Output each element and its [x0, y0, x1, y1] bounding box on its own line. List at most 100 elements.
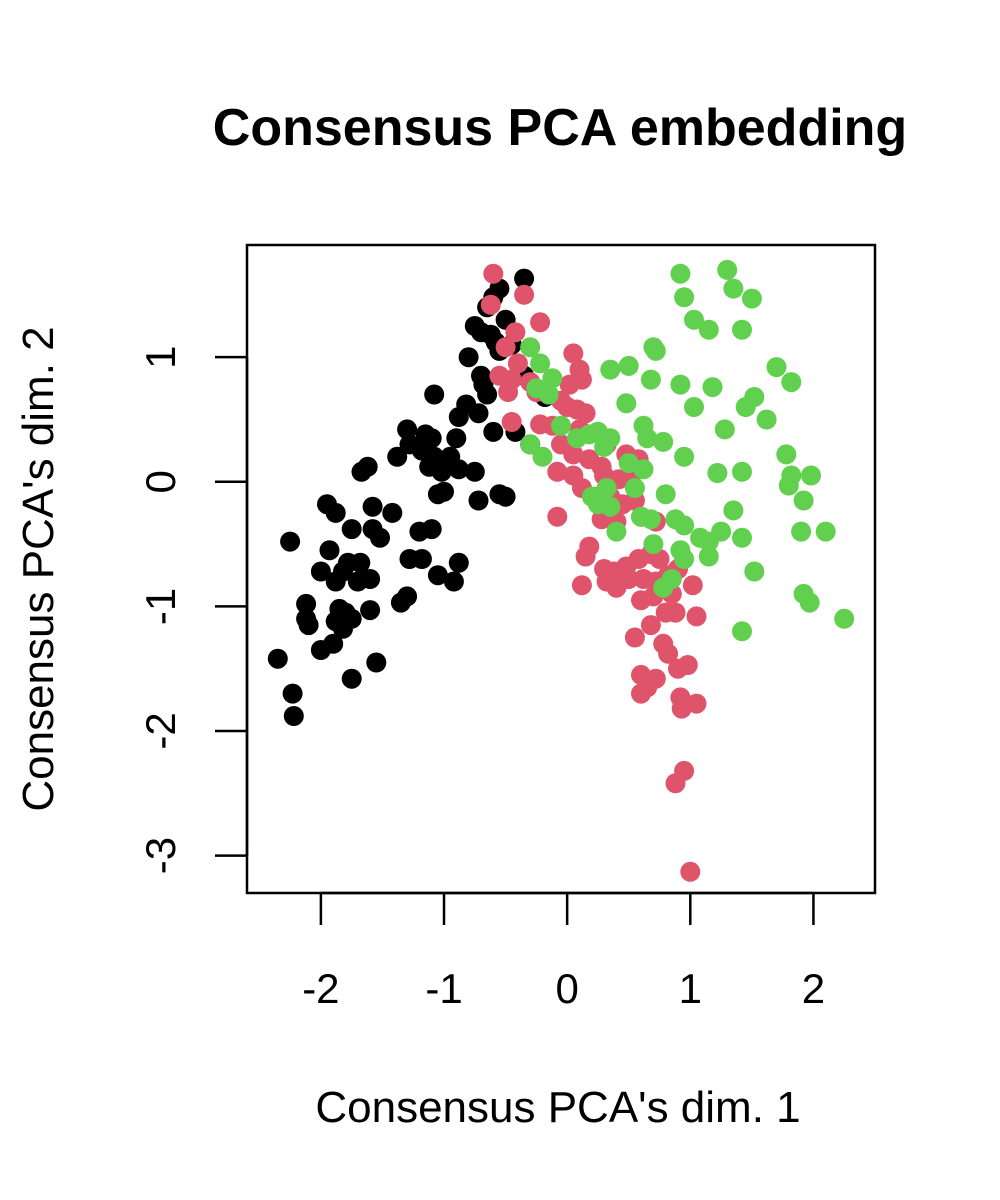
data-point: [674, 515, 695, 536]
data-point: [267, 648, 288, 669]
data-point: [427, 565, 448, 586]
data-point: [600, 496, 621, 517]
data-point: [520, 434, 541, 455]
data-point: [507, 353, 528, 374]
data-point: [714, 419, 735, 440]
data-point: [468, 490, 489, 511]
data-point: [791, 521, 812, 542]
data-point: [298, 615, 319, 636]
data-point: [655, 484, 676, 505]
y-tick-label: -1: [137, 588, 184, 625]
data-point: [431, 461, 452, 482]
data-point: [682, 575, 703, 596]
data-point: [501, 412, 522, 432]
data-point: [350, 552, 371, 573]
data-point: [680, 861, 701, 882]
data-point: [319, 540, 340, 561]
data-point: [723, 278, 744, 299]
data-point: [735, 397, 756, 417]
y-tick-label: -3: [137, 837, 184, 874]
data-point: [624, 627, 645, 648]
data-point: [834, 608, 855, 629]
data-point: [325, 571, 346, 592]
data-point: [732, 527, 752, 548]
data-point: [633, 459, 654, 480]
data-point: [547, 461, 568, 482]
x-tick-label: 2: [802, 965, 825, 1012]
y-tick-label: 0: [137, 470, 184, 493]
data-point: [594, 436, 615, 457]
data-point: [741, 288, 762, 309]
data-point: [702, 377, 723, 398]
data-point: [674, 549, 695, 569]
data-point: [575, 403, 596, 424]
data-point: [781, 372, 802, 393]
data-point: [498, 382, 519, 402]
data-point: [366, 652, 387, 673]
data-point: [563, 444, 584, 465]
data-point: [514, 268, 535, 289]
data-point: [483, 263, 504, 284]
data-point: [677, 655, 698, 675]
data-point: [325, 502, 346, 523]
data-point: [530, 312, 551, 333]
data-point: [653, 431, 674, 452]
data-point: [778, 475, 799, 496]
data-point: [606, 521, 627, 542]
data-point: [624, 478, 645, 498]
data-point: [801, 465, 821, 486]
data-point: [670, 263, 691, 284]
data-point: [698, 319, 719, 340]
data-point: [674, 287, 695, 308]
data-point: [448, 407, 469, 427]
data-point: [653, 577, 674, 598]
data-point: [443, 571, 464, 592]
data-point: [468, 403, 489, 424]
data-point: [424, 384, 445, 405]
x-tick-label: -2: [302, 965, 339, 1012]
data-point: [640, 509, 661, 530]
data-point: [409, 521, 430, 542]
data-point: [618, 355, 639, 376]
data-point: [520, 337, 541, 358]
data-point: [370, 527, 390, 548]
data-point: [427, 484, 448, 505]
data-point: [645, 340, 666, 361]
data-point: [756, 409, 777, 430]
data-point: [390, 592, 411, 613]
data-point: [280, 531, 301, 552]
data-point: [793, 490, 814, 511]
data-point: [665, 602, 686, 623]
x-axis-label: Consensus PCA's dim. 1: [315, 1083, 800, 1132]
y-tick-label: 1: [137, 346, 184, 369]
data-point: [640, 615, 661, 636]
data-point: [674, 446, 695, 467]
data-point: [600, 359, 621, 380]
data-point: [480, 294, 501, 315]
y-axis-label: Consensus PCA's dim. 2: [14, 326, 63, 811]
data-point: [411, 549, 432, 569]
data-point: [698, 531, 719, 552]
data-point: [684, 309, 704, 330]
data-point: [333, 618, 353, 639]
data-point: [723, 500, 744, 521]
data-point: [387, 446, 408, 467]
data-point: [283, 706, 304, 726]
data-point: [579, 424, 600, 445]
data-point: [448, 459, 469, 480]
chart-title: Consensus PCA embedding: [213, 99, 907, 157]
data-point: [559, 374, 580, 395]
data-point: [698, 546, 719, 567]
data-point: [776, 444, 797, 465]
y-axis: -3 -2 -1 0 1: [137, 346, 249, 874]
data-point: [382, 502, 403, 523]
data-point: [744, 561, 765, 582]
data-point: [766, 357, 787, 378]
data-point: [670, 374, 691, 395]
data-point: [637, 428, 658, 449]
x-tick-label: -1: [425, 965, 462, 1012]
data-point: [665, 773, 686, 794]
data-point: [618, 569, 639, 589]
data-point: [351, 461, 372, 482]
